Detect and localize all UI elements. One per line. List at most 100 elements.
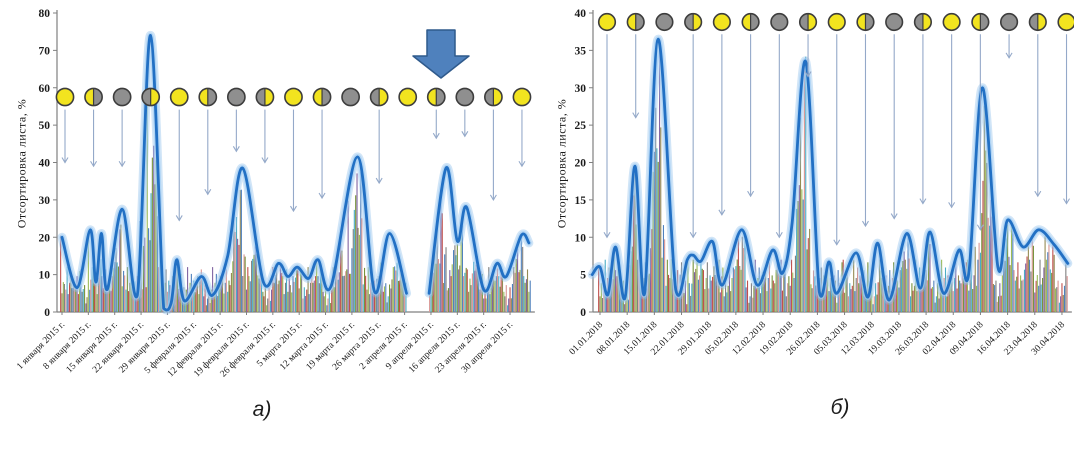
bar	[702, 270, 705, 312]
bar	[898, 287, 900, 312]
bar	[508, 298, 510, 312]
bar	[286, 269, 288, 312]
bar	[70, 273, 72, 312]
bar	[860, 276, 862, 312]
bar	[120, 224, 122, 312]
bar	[661, 257, 663, 312]
bar	[524, 282, 526, 312]
bar	[1021, 280, 1023, 312]
bar	[130, 273, 132, 312]
bar	[957, 275, 960, 312]
bar	[872, 304, 874, 312]
bar	[87, 236, 89, 312]
bar	[144, 237, 146, 312]
bar	[142, 245, 145, 312]
bar	[125, 289, 127, 312]
moon-arrow	[90, 109, 98, 168]
bar	[646, 288, 648, 312]
bar	[1052, 244, 1054, 312]
bar	[613, 250, 615, 312]
bar	[1014, 280, 1016, 312]
bar	[929, 244, 931, 312]
bar	[966, 259, 968, 312]
bar	[400, 273, 402, 312]
bar	[670, 259, 672, 312]
bar	[352, 229, 354, 312]
bar	[920, 288, 922, 312]
moon-arrow	[890, 34, 898, 220]
bar	[284, 282, 287, 312]
bar	[148, 228, 150, 312]
y-tick-label: 40	[575, 8, 587, 20]
bar	[950, 282, 952, 312]
y-tick-label: 0	[580, 307, 586, 319]
bar	[1040, 284, 1042, 312]
bar	[652, 171, 654, 312]
moon-icon-full	[942, 12, 961, 32]
bar	[976, 285, 978, 312]
bar	[811, 288, 813, 312]
bar	[63, 284, 65, 312]
bar	[317, 276, 319, 312]
bar	[662, 225, 665, 312]
bar	[351, 248, 353, 312]
bar	[434, 250, 436, 312]
moon-icon-full	[597, 12, 617, 32]
bar	[450, 276, 452, 312]
bar	[235, 217, 238, 312]
bar	[346, 269, 348, 312]
bar	[691, 283, 693, 312]
bar	[326, 305, 328, 312]
bar	[479, 289, 481, 312]
bar	[1010, 226, 1013, 312]
bar	[851, 285, 853, 312]
bar	[106, 291, 108, 312]
bar	[762, 271, 764, 312]
bar	[267, 298, 269, 312]
bar	[107, 280, 110, 312]
bar	[529, 280, 531, 312]
bar	[373, 280, 376, 312]
moon-icon-half-yr	[798, 12, 818, 32]
bar	[323, 296, 325, 312]
bar	[631, 246, 633, 312]
bar	[834, 280, 836, 312]
bar	[361, 218, 363, 312]
moon-icon-half-yr	[684, 12, 703, 32]
bar	[520, 233, 522, 312]
bar	[348, 273, 351, 312]
bar	[240, 189, 242, 312]
bar	[629, 265, 631, 312]
bar	[739, 266, 741, 312]
bar	[960, 283, 962, 312]
bar	[746, 280, 749, 312]
moon-icon-full	[55, 87, 75, 107]
bar	[688, 283, 690, 312]
bar	[102, 288, 104, 312]
bar	[908, 258, 910, 312]
bar	[942, 292, 944, 312]
bar	[695, 268, 697, 312]
moon-icon-full	[284, 87, 303, 107]
moon-arrow	[175, 109, 183, 222]
bar	[994, 285, 996, 312]
bar	[291, 292, 293, 312]
bar	[603, 285, 605, 312]
bar	[396, 262, 398, 312]
bar	[1016, 276, 1018, 312]
bar	[86, 297, 88, 312]
bar	[930, 288, 932, 312]
moon-arrow	[632, 34, 640, 119]
bar	[774, 283, 776, 312]
bar	[238, 244, 240, 312]
bar	[801, 189, 803, 312]
bar	[775, 270, 777, 312]
bar	[261, 269, 263, 312]
bar	[951, 270, 953, 312]
moon-icon-new	[999, 12, 1019, 32]
bar	[212, 267, 214, 312]
bar	[783, 273, 785, 312]
bar	[273, 282, 275, 312]
bar	[1044, 235, 1046, 312]
moon-arrow	[718, 34, 726, 216]
